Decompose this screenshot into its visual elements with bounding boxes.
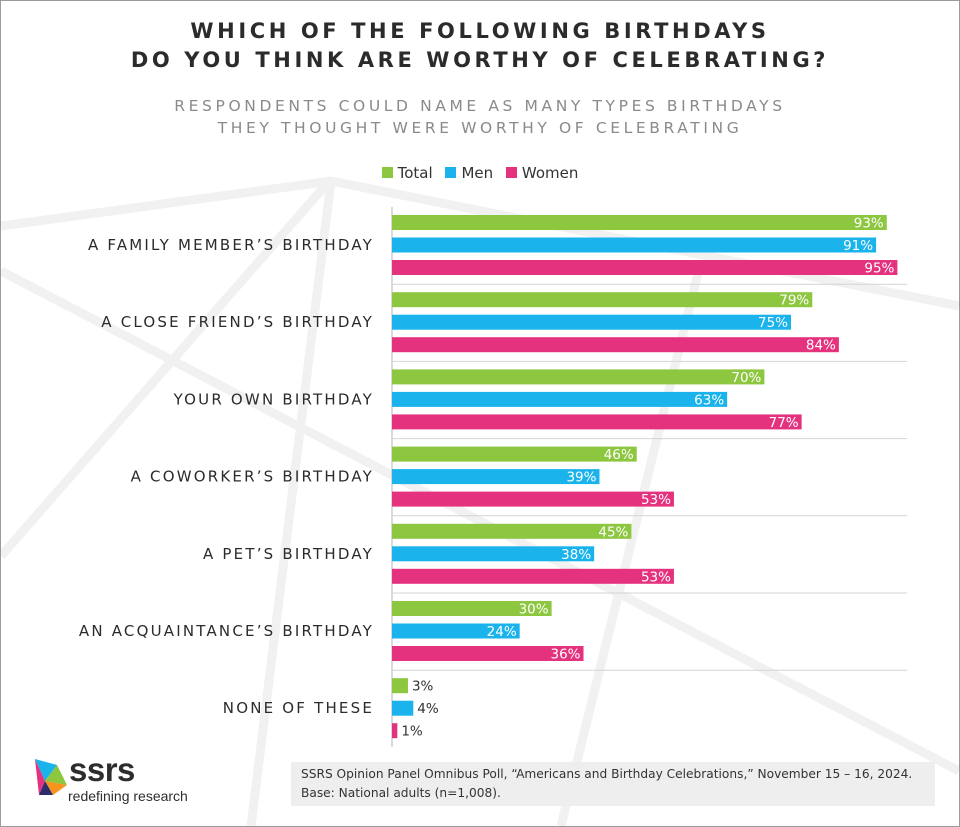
bar-women bbox=[392, 723, 398, 739]
bar-total bbox=[392, 601, 552, 616]
data-label: 53% bbox=[641, 569, 671, 585]
legend-label: Men bbox=[461, 164, 494, 182]
legend-swatch bbox=[505, 167, 517, 178]
legend-swatch bbox=[381, 167, 393, 178]
bar-men bbox=[392, 623, 520, 639]
legend-swatch bbox=[445, 167, 457, 178]
data-label: 3% bbox=[412, 679, 434, 695]
legend-label: Women bbox=[521, 164, 579, 182]
data-label: 4% bbox=[417, 701, 439, 717]
source-line: SSRS Opinion Panel Omnibus Poll, “Americ… bbox=[301, 767, 913, 781]
bar-men bbox=[392, 469, 600, 485]
data-label: 84% bbox=[806, 338, 836, 354]
bar-total bbox=[392, 678, 408, 694]
bar-women bbox=[392, 260, 898, 275]
bar-women bbox=[392, 568, 674, 584]
category-label: A FAMILY MEMBER’S BIRTHDAY bbox=[88, 236, 374, 254]
data-label: 95% bbox=[864, 261, 894, 277]
data-label: 24% bbox=[487, 624, 517, 640]
bar-total bbox=[392, 292, 813, 308]
bar-total bbox=[392, 523, 632, 539]
bar-men bbox=[392, 546, 595, 562]
source-note: SSRS Opinion Panel Omnibus Poll, “Americ… bbox=[291, 762, 935, 806]
bar-women bbox=[392, 337, 839, 353]
data-label: 46% bbox=[604, 447, 634, 463]
bar-men bbox=[392, 314, 791, 330]
bar-men bbox=[392, 237, 877, 253]
legend-item-total: Total bbox=[381, 164, 433, 182]
data-label: 75% bbox=[758, 315, 788, 331]
data-label: 63% bbox=[694, 392, 724, 408]
category-label: A COWORKER’S BIRTHDAY bbox=[131, 468, 374, 486]
data-label: 30% bbox=[519, 602, 549, 618]
chart-title: WHICH OF THE FOLLOWING BIRTHDAYS DO YOU … bbox=[130, 19, 830, 72]
category-label: A PET’S BIRTHDAY bbox=[203, 545, 374, 563]
bar-total bbox=[392, 446, 637, 462]
chart-subtitle: RESPONDENTS COULD NAME AS MANY TYPES BIR… bbox=[174, 97, 786, 137]
bar-men bbox=[392, 391, 728, 407]
logo-tagline: redefining research bbox=[68, 788, 188, 804]
bar-men bbox=[392, 700, 414, 716]
data-label: 36% bbox=[551, 647, 581, 663]
data-label: 70% bbox=[731, 370, 761, 386]
legend-item-women: Women bbox=[505, 164, 579, 182]
data-label: 79% bbox=[779, 293, 809, 309]
bar-total bbox=[392, 215, 887, 230]
legend-item-men: Men bbox=[445, 164, 493, 182]
data-label: 53% bbox=[641, 492, 671, 508]
data-label: 39% bbox=[566, 470, 596, 486]
category-label: AN ACQUAINTANCE’S BIRTHDAY bbox=[79, 622, 374, 640]
legend: Total Men Women bbox=[1, 164, 959, 182]
base-line: Base: National adults (n=1,008). bbox=[301, 786, 501, 800]
data-label: 45% bbox=[598, 524, 628, 540]
bar-women bbox=[392, 414, 802, 430]
ssrs-logo-mark-icon bbox=[35, 759, 67, 795]
data-label: 93% bbox=[854, 216, 884, 232]
logo-wordmark: ssrs bbox=[69, 751, 135, 788]
bar-women bbox=[392, 646, 584, 661]
bar-women bbox=[392, 491, 674, 507]
bar-total bbox=[392, 369, 765, 385]
data-label: 38% bbox=[561, 547, 591, 563]
data-label: 77% bbox=[769, 415, 799, 431]
ssrs-logo: ssrs redefining research bbox=[31, 751, 191, 805]
legend-label: Total bbox=[397, 164, 433, 182]
data-label: 91% bbox=[843, 238, 873, 254]
category-label: NONE OF THESE bbox=[223, 699, 374, 717]
category-label: A CLOSE FRIEND’S BIRTHDAY bbox=[101, 313, 374, 331]
data-label: 1% bbox=[401, 724, 423, 740]
category-label: YOUR OWN BIRTHDAY bbox=[173, 390, 374, 408]
